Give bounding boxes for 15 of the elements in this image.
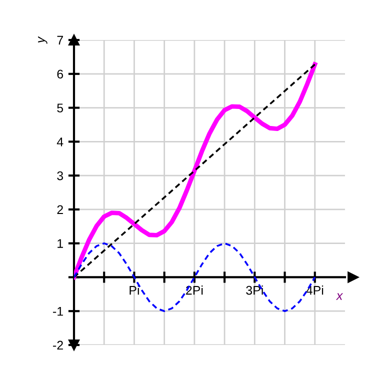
y-tick-label: -2 [53,340,63,350]
y-tick-label: -1 [53,307,63,316]
y-tick-label: 4 [56,138,64,146]
y-tick-label: 5 [57,104,64,112]
x-tick-label: 4Pi [306,286,324,295]
x-tick-label: 3Pi [246,286,263,295]
x-axis-title: x [336,293,344,300]
y-tick-label: 6 [57,70,64,79]
y-tick-label: 3 [57,171,64,180]
x-tick-label: Pi [130,286,139,295]
y-tick-label: 2 [57,205,63,214]
x-tick-label: 2Pi [186,286,203,295]
y-tick-label: 1 [58,239,63,248]
y-axis-title: y [38,36,48,44]
y-tick-label: 7 [57,36,63,45]
